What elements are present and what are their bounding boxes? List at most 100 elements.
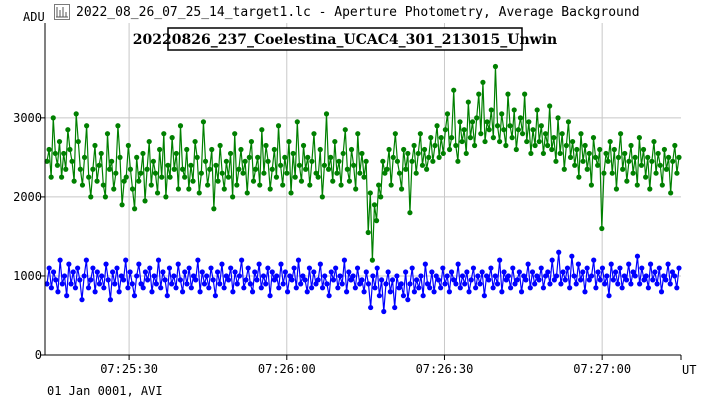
data-point: [273, 174, 280, 180]
data-point: [640, 146, 647, 153]
data-point: [284, 170, 290, 176]
data-point: [663, 166, 670, 172]
data-point: [260, 273, 267, 279]
data-point: [534, 107, 540, 113]
data-point: [275, 123, 282, 129]
data-point: [54, 162, 61, 168]
data-point: [562, 277, 568, 283]
data-point: [167, 174, 173, 180]
data-point: [335, 285, 341, 291]
data-point: [505, 273, 512, 279]
data-point: [536, 277, 542, 283]
data-point: [523, 277, 529, 283]
data-point: [561, 166, 567, 172]
data-point: [217, 142, 223, 149]
data-point: [432, 142, 438, 149]
data-point: [236, 273, 243, 279]
y-tick-label: 0: [35, 348, 42, 362]
data-point: [184, 146, 190, 153]
data-point: [115, 123, 121, 129]
data-point: [207, 166, 213, 172]
data-point: [556, 249, 562, 255]
data-point: [246, 154, 252, 160]
footer-text: 01 Jan 0001, AVI: [47, 384, 163, 398]
data-point: [421, 146, 428, 153]
data-point: [670, 158, 676, 164]
data-point: [413, 277, 420, 283]
data-point: [514, 277, 520, 283]
data-point: [309, 285, 315, 291]
data-point: [101, 285, 107, 291]
data-point: [109, 158, 115, 164]
series-1: [44, 249, 682, 315]
data-point: [612, 269, 619, 275]
data-point: [286, 138, 292, 145]
data-point: [129, 281, 135, 287]
data-point: [438, 285, 444, 291]
window-title: 2022_08_26_07_25_14_target1.lc - Apertur…: [76, 4, 640, 20]
data-point: [455, 261, 461, 267]
data-point: [626, 261, 632, 267]
data-point: [492, 63, 499, 70]
data-point: [479, 269, 485, 275]
window-title-bar: 2022_08_26_07_25_14_target1.lc - Apertur…: [54, 3, 640, 21]
data-point: [453, 281, 459, 287]
data-point: [522, 91, 528, 97]
data-point: [162, 277, 168, 283]
data-point: [422, 261, 428, 267]
data-point: [99, 273, 105, 279]
data-point: [295, 257, 302, 263]
data-point: [563, 142, 569, 149]
data-point: [57, 257, 63, 263]
data-point: [611, 146, 617, 153]
data-point: [317, 261, 323, 267]
data-point: [657, 162, 663, 168]
x-tick-label: 07:27:00: [573, 362, 631, 376]
data-point: [573, 281, 579, 287]
data-point: [131, 293, 138, 299]
data-point: [551, 135, 557, 141]
data-point: [599, 225, 605, 232]
data-point: [147, 265, 153, 271]
data-point: [471, 142, 478, 149]
data-point: [171, 273, 177, 279]
data-point: [638, 162, 645, 168]
data-point: [451, 277, 457, 283]
data-point: [315, 277, 321, 283]
data-point: [123, 174, 129, 180]
data-point: [292, 174, 298, 180]
data-point: [590, 135, 597, 141]
data-point: [674, 170, 680, 176]
data-point: [513, 146, 519, 153]
data-point: [142, 198, 148, 204]
data-point: [179, 289, 186, 295]
data-point: [459, 138, 465, 145]
data-point: [394, 158, 401, 164]
data-point: [114, 265, 120, 271]
data-point: [394, 273, 400, 279]
data-point: [632, 273, 638, 279]
data-point: [96, 281, 103, 287]
data-point: [125, 142, 131, 149]
data-point: [244, 190, 250, 196]
data-point: [417, 131, 423, 137]
data-point: [324, 281, 330, 287]
data-point: [558, 281, 564, 287]
data-point: [376, 293, 382, 299]
data-point: [570, 138, 576, 145]
data-point: [265, 265, 271, 271]
data-point: [508, 285, 514, 291]
data-point: [81, 154, 88, 160]
data-point: [230, 194, 236, 200]
data-point: [284, 289, 291, 295]
data-point: [571, 273, 577, 279]
data-point: [160, 269, 166, 275]
data-point: [370, 273, 376, 279]
data-point: [409, 158, 415, 164]
data-point: [148, 182, 154, 188]
data-point: [200, 119, 207, 125]
data-point: [322, 273, 328, 279]
data-point: [341, 257, 348, 263]
data-point: [194, 154, 200, 160]
data-point: [46, 146, 52, 153]
